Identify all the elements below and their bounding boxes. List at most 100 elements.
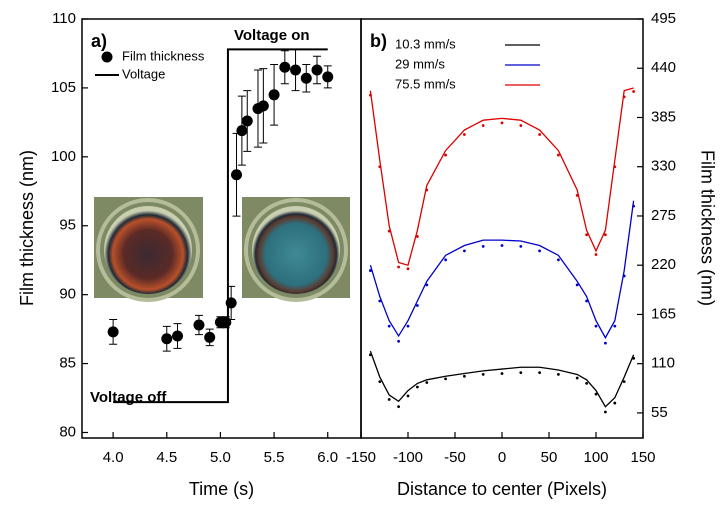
profile-dot [444,153,447,157]
profile-dot [416,235,419,238]
legend-marker [101,51,113,63]
profile-line [369,87,634,267]
profile-dot [425,381,429,384]
x-tick-label: 4.0 [103,449,124,466]
legend-label: 75.5 mm/s [395,76,456,91]
x-axis-title: Time (s) [189,479,254,499]
profile-dot [369,269,372,272]
data-point [257,100,269,112]
x-tick-label: 150 [630,449,655,466]
legend-label: 10.3 mm/s [395,36,456,51]
inset-drop [104,206,192,294]
x-axis-title: Distance to center (Pixels) [397,479,607,499]
x-tick-label: -50 [444,449,466,466]
inset-photo-off [94,197,203,302]
profile-dot [463,374,466,378]
profile-dot [397,339,400,343]
profile-dot [622,95,626,99]
profile-dot [604,410,607,414]
profile-dot [406,394,410,398]
y-axis-title: Film thickness (nm) [17,150,37,306]
profile-dot [594,253,598,256]
profile-dot [387,229,391,233]
panel-label: a) [91,31,107,51]
profile-line [369,200,635,340]
profile-dot [622,380,626,383]
profile-dot [613,165,617,169]
profile-dot [369,353,372,357]
x-tick-label: -150 [346,449,376,466]
profile-line [369,350,635,408]
x-tick-label: 100 [583,449,608,466]
annotation: Voltage on [234,27,310,44]
y-axis-title: Film thickness (nm) [697,150,717,306]
profile-dot [585,299,588,303]
x-tick-label: 4.5 [156,449,177,466]
y-tick-label: 165 [651,305,676,322]
y-tick-label: 330 [651,158,676,175]
y-tick-label: 110 [52,10,76,27]
data-point [172,330,184,342]
profile-dot [425,188,429,192]
profile-dot [519,371,523,375]
y-tick-label: 80 [59,423,76,440]
data-point [193,319,205,331]
inset-photo-on [242,197,350,302]
profile-dot [387,324,391,328]
y-tick-label: 55 [651,404,668,421]
profile-dot [416,385,419,389]
y-tick-label: 220 [651,256,676,273]
profile-dot [397,405,400,409]
profile-dot [575,193,579,197]
profile-dot [538,133,541,136]
x-tick-label: 50 [541,449,558,466]
y-tick-label: 385 [651,108,676,125]
profile-dot [444,377,447,381]
profile-dot [632,356,635,360]
profile-dot [500,244,504,247]
profile-dot [444,258,447,262]
profile-dot [585,381,588,385]
annotation: Voltage off [90,389,167,406]
x-tick-label: 0 [498,449,506,466]
inset-drop [252,206,340,294]
data-point [231,169,243,181]
data-point [279,61,291,73]
profile-dot [557,258,560,262]
profile-dot [585,233,588,237]
data-point [220,316,232,328]
profile-dot [613,324,617,328]
legend-label: Voltage [122,66,165,81]
profile-dot [387,398,391,401]
profile-dot [622,274,626,278]
profile-dot [397,265,400,269]
x-tick-label: 6.0 [317,449,338,466]
profile-dot [519,124,523,127]
profile-dot [369,93,372,97]
profile-dot [500,372,504,375]
profile-dot [481,124,485,127]
profile-dot [604,233,607,237]
profile-dot [575,283,579,287]
profile-dot [575,376,579,380]
x-tick-label: -100 [393,449,423,466]
profile-dot [463,133,466,136]
profile-dot [594,324,598,328]
profile-dot [378,165,382,169]
data-point [241,115,253,127]
voltage-line [113,48,328,404]
profile-dot [416,304,419,307]
y-tick-label: 90 [59,286,76,303]
profile-dot [463,249,466,253]
data-point [300,72,312,84]
inset-fringe [244,198,348,302]
data-point [268,89,280,101]
profile-dot [613,401,617,405]
data-point [236,125,248,137]
profile-dot [378,299,382,303]
x-tick-label: 5.5 [264,449,285,466]
profile-dot [557,153,560,157]
profile-dot [519,245,523,248]
